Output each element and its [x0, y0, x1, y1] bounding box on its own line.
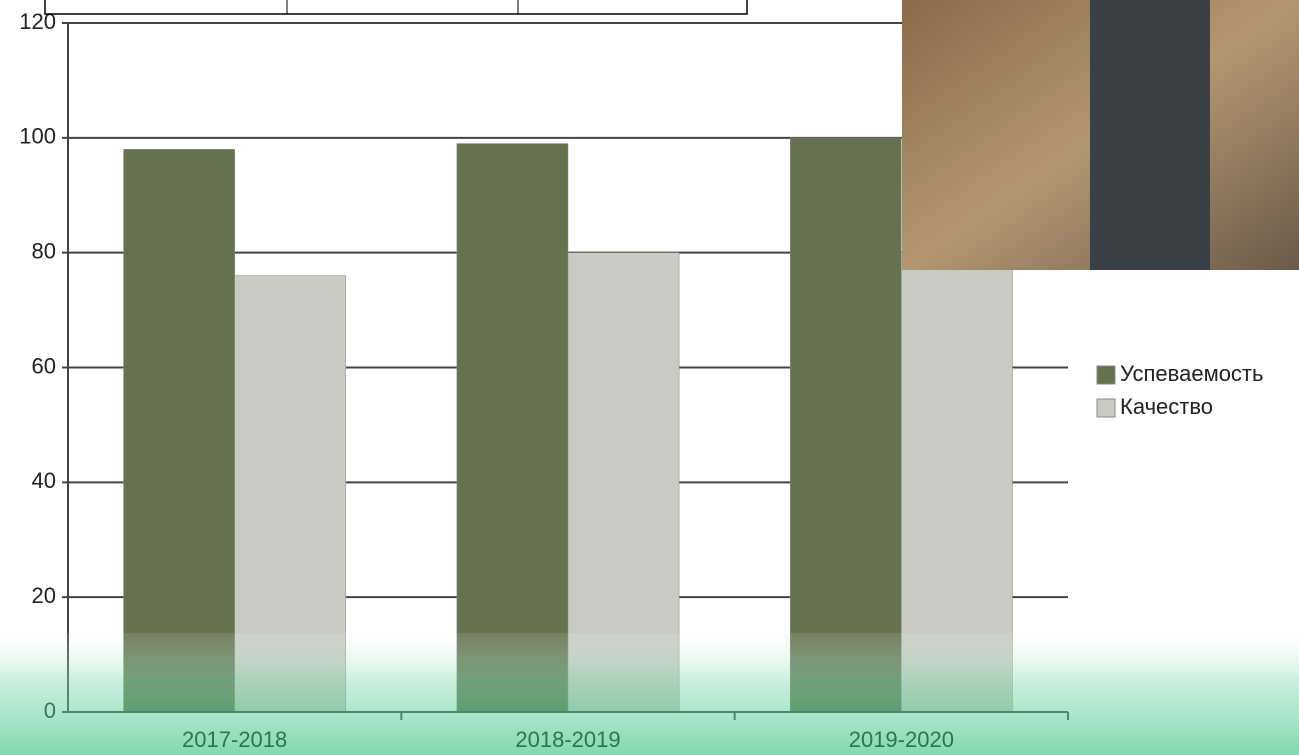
bar — [457, 144, 568, 712]
slide: 0204060801001202017-20182018-20192019-20… — [0, 0, 1299, 755]
bar — [790, 138, 901, 712]
y-tick-label: 40 — [32, 468, 56, 493]
y-tick-label: 20 — [32, 583, 56, 608]
legend-swatch — [1097, 366, 1115, 384]
photo-figure — [1090, 0, 1210, 270]
legend-swatch — [1097, 399, 1115, 417]
y-tick-label: 80 — [32, 238, 56, 263]
y-tick-label: 60 — [32, 353, 56, 378]
top-table — [45, 0, 747, 14]
bar — [124, 149, 235, 712]
legend-label: Успеваемость — [1120, 361, 1263, 386]
y-tick-label: 120 — [19, 9, 56, 34]
decor-band — [0, 633, 1299, 755]
legend-label: Качество — [1120, 394, 1213, 419]
y-tick-label: 100 — [19, 124, 56, 149]
page: {"chart_data": {"type": "bar", "categori… — [0, 0, 1299, 755]
